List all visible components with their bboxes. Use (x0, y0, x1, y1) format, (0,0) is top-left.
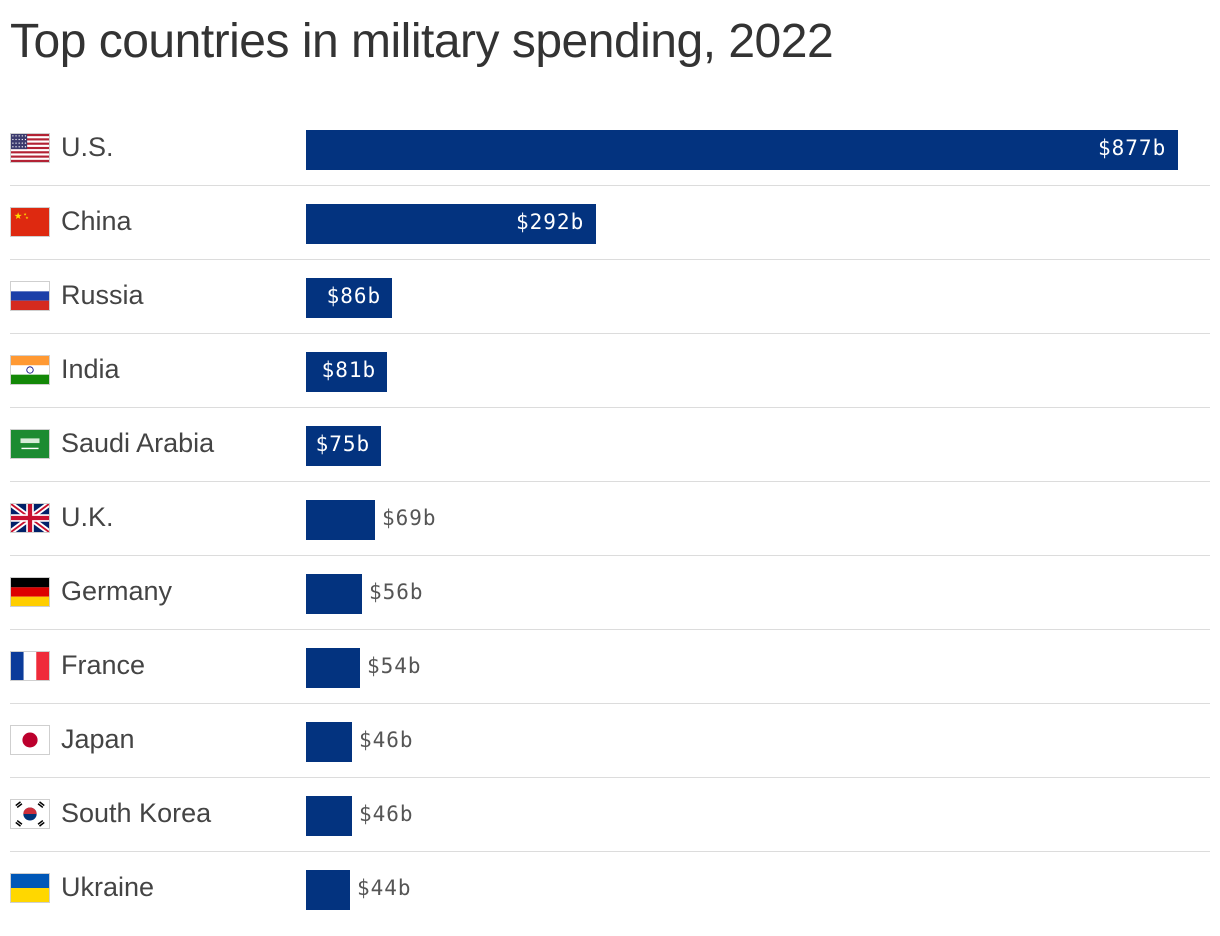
svg-text:★: ★ (23, 212, 27, 216)
category-label: Japan (61, 724, 135, 754)
value-label: $69b (382, 506, 437, 530)
category-label: Russia (61, 280, 144, 310)
chart-row: ★ ★ ★ China $292b (10, 186, 1210, 260)
value-label: $46b (359, 728, 414, 752)
value-label: $44b (357, 876, 412, 900)
category-label: U.S. (61, 132, 114, 162)
bar (306, 870, 350, 910)
japan-flag-icon (10, 725, 50, 755)
category-label: Germany (61, 576, 173, 606)
south-korea-flag-icon (10, 799, 50, 829)
us-flag-icon (10, 133, 50, 163)
bar (306, 204, 596, 244)
category-label: Saudi Arabia (61, 428, 215, 458)
value-label: $46b (359, 802, 414, 826)
bar-chart: U.S. $877b ★ ★ ★ China $292b Russia $86b India $81… (0, 112, 1220, 936)
bar (306, 648, 360, 688)
chart-row: France $54b (10, 630, 1210, 704)
chart-row: U.K. $69b (10, 482, 1210, 556)
bar (306, 426, 381, 466)
chart-row: Ukraine $44b (10, 852, 1210, 926)
chart-row: South Korea $46b (10, 778, 1210, 852)
svg-text:★: ★ (14, 211, 23, 222)
saudi-arabia-flag-icon (10, 429, 50, 459)
germany-flag-icon (10, 577, 50, 607)
value-label: $81b (321, 358, 377, 382)
chart-title: Top countries in military spending, 2022 (10, 15, 834, 68)
bar (306, 796, 352, 836)
uk-flag-icon (10, 503, 50, 533)
china-flag-icon: ★ ★ ★ (10, 207, 50, 237)
india-flag-icon (10, 355, 50, 385)
value-label: $54b (367, 654, 422, 678)
category-label: South Korea (61, 798, 212, 828)
value-label: $86b (326, 284, 382, 308)
bar (306, 574, 362, 614)
value-label: $75b (315, 432, 371, 456)
category-label: U.K. (61, 502, 114, 532)
bar (306, 130, 1178, 170)
category-label: China (61, 206, 132, 236)
svg-text:★: ★ (25, 216, 29, 220)
chart-row: U.S. $877b (10, 112, 1210, 186)
chart-row: Saudi Arabia $75b (10, 408, 1210, 482)
bar (306, 500, 375, 540)
russia-flag-icon (10, 281, 50, 311)
category-label: India (61, 354, 120, 384)
value-label: $877b (1098, 136, 1167, 160)
france-flag-icon (10, 651, 50, 681)
bar (306, 722, 352, 762)
category-label: Ukraine (61, 872, 155, 902)
chart-row: Russia $86b (10, 260, 1210, 334)
bar (306, 278, 392, 318)
ukraine-flag-icon (10, 873, 50, 903)
chart-row: India $81b (10, 334, 1210, 408)
value-label: $292b (516, 210, 585, 234)
bar (306, 352, 387, 392)
chart-row: Germany $56b (10, 556, 1210, 630)
chart-row: Japan $46b (10, 704, 1210, 778)
category-label: France (61, 650, 146, 680)
value-label: $56b (369, 580, 424, 604)
